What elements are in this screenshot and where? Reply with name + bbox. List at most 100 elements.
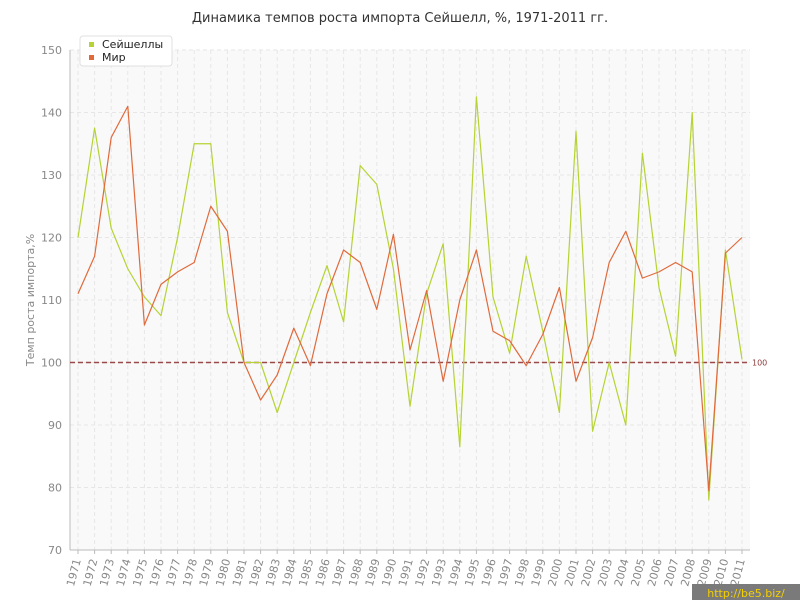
data-point xyxy=(525,255,527,257)
data-point xyxy=(492,296,494,298)
data-point xyxy=(77,236,79,238)
data-point xyxy=(226,311,228,313)
y-tick-label: 130 xyxy=(41,169,62,182)
data-point xyxy=(259,361,261,363)
data-point xyxy=(326,293,328,295)
data-point xyxy=(409,349,411,351)
y-tick-label: 90 xyxy=(48,419,62,432)
data-point xyxy=(342,321,344,323)
data-point xyxy=(176,271,178,273)
data-point xyxy=(210,205,212,207)
data-point xyxy=(127,105,129,107)
y-tick-label: 120 xyxy=(41,232,62,245)
legend-swatch xyxy=(89,42,94,47)
y-tick-label: 110 xyxy=(41,294,62,307)
y-tick-label: 70 xyxy=(48,544,62,557)
data-point xyxy=(625,230,627,232)
data-point xyxy=(359,261,361,263)
data-point xyxy=(608,361,610,363)
data-point xyxy=(176,236,178,238)
data-point xyxy=(575,380,577,382)
data-point xyxy=(724,249,726,251)
y-tick-label: 100 xyxy=(41,357,62,370)
data-point xyxy=(276,411,278,413)
data-point xyxy=(359,164,361,166)
legend-entry: Мир xyxy=(102,51,126,64)
legend-swatch xyxy=(89,55,94,60)
data-point xyxy=(625,424,627,426)
data-point xyxy=(160,283,162,285)
data-point xyxy=(542,333,544,335)
data-point xyxy=(77,293,79,295)
data-point xyxy=(492,330,494,332)
data-point xyxy=(459,446,461,448)
legend-box xyxy=(79,35,173,67)
data-point xyxy=(708,499,710,501)
data-point xyxy=(442,380,444,382)
data-point xyxy=(293,361,295,363)
data-point xyxy=(724,252,726,254)
data-point xyxy=(658,286,660,288)
data-point xyxy=(741,236,743,238)
data-point xyxy=(193,143,195,145)
data-point xyxy=(376,183,378,185)
data-point xyxy=(658,271,660,273)
data-point xyxy=(143,324,145,326)
data-point xyxy=(376,308,378,310)
data-point xyxy=(591,430,593,432)
data-point xyxy=(127,268,129,270)
data-point xyxy=(210,143,212,145)
data-point xyxy=(409,405,411,407)
data-point xyxy=(558,286,560,288)
data-point xyxy=(309,364,311,366)
data-point xyxy=(558,411,560,413)
data-point xyxy=(243,361,245,363)
data-point xyxy=(110,136,112,138)
data-point xyxy=(425,289,427,291)
x-tick-label: 2011 xyxy=(728,557,748,587)
y-tick-label: 80 xyxy=(48,482,62,495)
data-point xyxy=(591,336,593,338)
data-point xyxy=(226,230,228,232)
data-point xyxy=(691,111,693,113)
data-point xyxy=(309,311,311,313)
watermark-link[interactable]: http://be5.biz/ xyxy=(707,587,785,600)
legend-entry: Сейшеллы xyxy=(102,38,163,51)
data-point xyxy=(708,489,710,491)
data-point xyxy=(276,374,278,376)
data-point xyxy=(641,152,643,154)
data-point xyxy=(442,243,444,245)
watermark[interactable]: http://be5.biz/ xyxy=(692,584,800,600)
data-point xyxy=(741,358,743,360)
data-point xyxy=(392,233,394,235)
series-line-0 xyxy=(77,96,743,501)
data-point xyxy=(674,261,676,263)
data-point xyxy=(110,227,112,229)
y-tick-label: 150 xyxy=(41,44,62,57)
data-point xyxy=(674,355,676,357)
data-point xyxy=(259,399,261,401)
series-line-1 xyxy=(77,105,743,492)
reference-line-label: 100 xyxy=(752,359,767,368)
watermark-background xyxy=(692,584,800,600)
data-point xyxy=(193,261,195,263)
data-point xyxy=(475,249,477,251)
data-point xyxy=(691,271,693,273)
data-point xyxy=(342,249,344,251)
data-point xyxy=(93,255,95,257)
y-axis-label: Темп роста импорта,% xyxy=(24,234,37,367)
y-tick-label: 140 xyxy=(41,107,62,120)
data-point xyxy=(326,264,328,266)
data-point xyxy=(525,364,527,366)
data-point xyxy=(575,130,577,132)
data-point xyxy=(608,261,610,263)
data-point xyxy=(508,352,510,354)
data-point xyxy=(392,268,394,270)
chart-title: Динамика темпов роста импорта Сейшелл, %… xyxy=(192,11,608,26)
data-point xyxy=(93,127,95,129)
data-point xyxy=(508,339,510,341)
data-point xyxy=(293,327,295,329)
data-point xyxy=(160,314,162,316)
